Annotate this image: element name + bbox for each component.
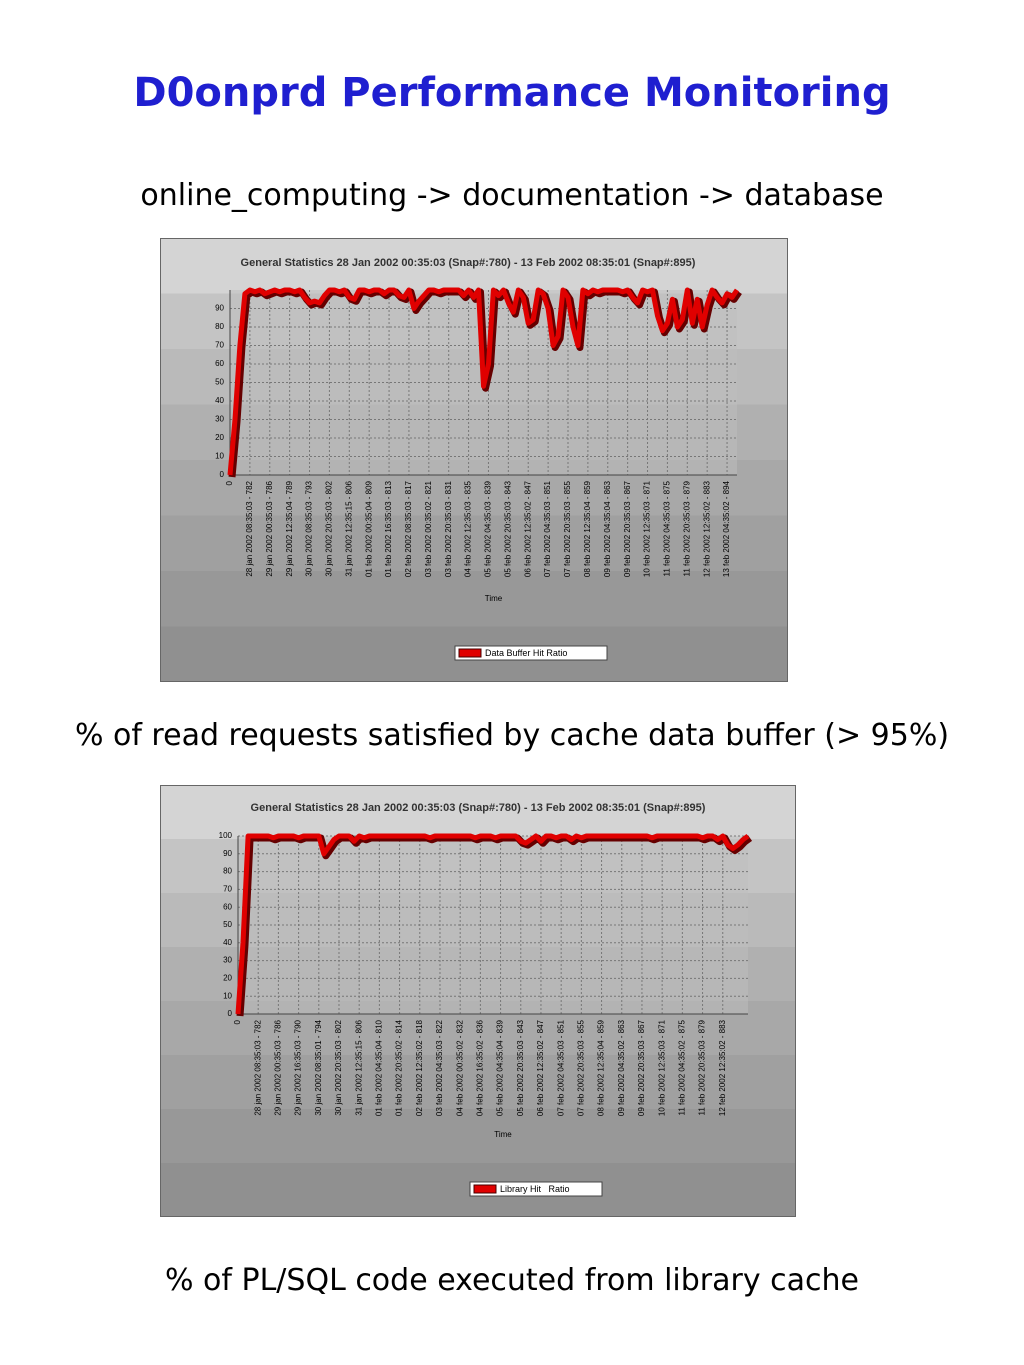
y-tick-label: 70	[223, 885, 232, 894]
legend-label: Data Buffer Hit Ratio	[485, 648, 567, 658]
x-tick-label: 04 feb 2002 16:35:02 - 836	[475, 1019, 484, 1116]
y-tick-label: 0	[228, 1009, 233, 1018]
y-tick-label: 100	[219, 831, 233, 840]
y-tick-label: 20	[223, 974, 232, 983]
y-tick-label: 90	[215, 304, 224, 313]
x-tick-label: 02 feb 2002 08:35:03 - 817	[404, 480, 413, 577]
x-tick-label: 12 feb 2002 12:35:02 - 883	[718, 1019, 727, 1116]
y-tick-label: 50	[215, 378, 224, 387]
x-tick-label: 03 feb 2002 04:35:03 - 822	[435, 1019, 444, 1116]
x-tick-label: 30 jan 2002 20:35:03 - 802	[325, 480, 334, 576]
x-tick-label: 06 feb 2002 12:35:02 - 847	[536, 1019, 545, 1116]
background-band	[160, 238, 788, 295]
y-tick-label: 60	[215, 359, 224, 368]
y-tick-label: 80	[223, 867, 232, 876]
series-line	[227, 287, 740, 476]
y-tick-label: 10	[215, 452, 224, 461]
caption: % of read requests satisfied by cache da…	[74, 718, 950, 753]
series-line	[235, 833, 750, 1015]
legend-swatch	[458, 648, 482, 658]
y-tick-label: 30	[223, 956, 232, 965]
x-tick-label: 0	[225, 480, 234, 485]
background-band	[160, 515, 788, 572]
chart-title: General Statistics 28 Jan 2002 00:35:03 …	[251, 802, 706, 814]
x-tick-label: 01 feb 2002 16:35:03 - 813	[384, 480, 393, 577]
x-axis-title: Time	[485, 594, 503, 603]
legend-swatch	[473, 1184, 497, 1194]
x-tick-label: 29 jan 2002 00:35:03 - 786	[274, 1019, 283, 1115]
x-tick-label: 29 jan 2002 16:35:03 - 790	[294, 1019, 303, 1115]
x-tick-label: 10 feb 2002 12:35:03 - 871	[643, 480, 652, 577]
x-tick-label: 01 feb 2002 04:35:04 - 810	[374, 1019, 383, 1116]
slide-subtitle: online_computing -> documentation -> dat…	[140, 178, 884, 213]
y-tick-label: 10	[223, 991, 232, 1000]
x-tick-label: 06 feb 2002 12:35:02 - 847	[523, 480, 532, 577]
frame	[160, 785, 796, 1217]
x-tick-label: 30 jan 2002 20:35:03 - 802	[334, 1019, 343, 1115]
x-tick-label: 12 feb 2002 12:35:02 - 883	[702, 480, 711, 577]
x-tick-label: 09 feb 2002 20:35:03 - 867	[637, 1019, 646, 1116]
x-tick-label: 0	[233, 1019, 242, 1024]
background-band	[160, 785, 796, 840]
x-tick-label: 07 feb 2002 20:35:03 - 855	[576, 1019, 585, 1116]
x-tick-label: 05 feb 2002 04:35:03 - 839	[484, 480, 493, 577]
x-tick-label: 04 feb 2002 12:35:03 - 835	[464, 480, 473, 577]
x-tick-label: 29 jan 2002 00:35:03 - 786	[265, 480, 274, 576]
x-tick-label: 05 feb 2002 20:35:03 - 843	[503, 480, 512, 577]
x-axis-title: Time	[494, 1130, 512, 1139]
background-band	[160, 1055, 796, 1110]
x-tick-label: 09 feb 2002 20:35:03 - 867	[623, 480, 632, 577]
chart-title: General Statistics 28 Jan 2002 00:35:03 …	[241, 257, 696, 269]
x-tick-label: 11 feb 2002 20:35:03 - 879	[698, 1019, 707, 1115]
legend-box	[454, 645, 608, 661]
x-tick-label: 10 feb 2002 12:35:03 - 871	[657, 1019, 666, 1116]
x-tick-label: 08 feb 2002 12:35:04 - 859	[597, 1019, 606, 1116]
slide-title: D0onprd Performance Monitoring	[133, 70, 891, 116]
legend-label: Library Hit Ratio	[500, 1184, 570, 1194]
x-tick-label: 04 feb 2002 00:35:02 - 832	[455, 1019, 464, 1116]
x-tick-label: 11 feb 2002 04:35:03 - 875	[663, 480, 672, 576]
x-tick-label: 29 jan 2002 12:35:04 - 789	[285, 480, 294, 576]
x-tick-label: 09 feb 2002 04:35:02 - 863	[617, 1019, 626, 1116]
x-tick-label: 13 feb 2002 04:35:02 - 894	[722, 480, 731, 577]
chart: General Statistics 28 Jan 2002 00:35:03 …	[160, 238, 788, 682]
x-tick-label: 09 feb 2002 04:35:04 - 863	[603, 480, 612, 577]
x-tick-label: 31 jan 2002 12:35:15 - 806	[354, 1019, 363, 1115]
x-tick-label: 07 feb 2002 20:35:03 - 855	[563, 480, 572, 577]
x-tick-label: 01 feb 2002 00:35:04 - 809	[364, 480, 373, 577]
frame	[160, 238, 788, 682]
background-band	[160, 1109, 796, 1164]
x-tick-label: 02 feb 2002 12:35:02 - 818	[415, 1019, 424, 1116]
y-tick-label: 40	[223, 938, 232, 947]
x-tick-label: 11 feb 2002 20:35:03 - 879	[682, 480, 691, 576]
y-tick-label: 50	[223, 920, 232, 929]
y-tick-label: 90	[223, 849, 232, 858]
x-tick-label: 03 feb 2002 00:35:02 - 821	[424, 480, 433, 577]
y-tick-label: 30	[215, 415, 224, 424]
x-tick-label: 01 feb 2002 20:35:02 - 814	[395, 1019, 404, 1116]
x-tick-label: 31 jan 2002 12:35:15 - 806	[344, 480, 353, 576]
x-tick-label: 05 feb 2002 04:35:04 - 839	[496, 1019, 505, 1116]
x-tick-label: 03 feb 2002 20:35:03 - 831	[444, 480, 453, 577]
x-tick-label: 07 feb 2002 04:35:03 - 851	[543, 480, 552, 577]
chart: General Statistics 28 Jan 2002 00:35:03 …	[160, 785, 796, 1217]
caption: % of PL/SQL code executed from library c…	[165, 1263, 859, 1298]
legend-box	[469, 1181, 603, 1197]
y-tick-label: 60	[223, 902, 232, 911]
x-tick-label: 28 jan 2002 08:35:03 - 782	[245, 480, 254, 576]
y-tick-label: 20	[215, 433, 224, 442]
y-tick-label: 80	[215, 322, 224, 331]
x-tick-label: 05 feb 2002 20:35:03 - 843	[516, 1019, 525, 1116]
y-tick-label: 40	[215, 396, 224, 405]
x-tick-label: 30 jan 2002 08:35:03 - 793	[305, 480, 314, 576]
x-tick-label: 30 jan 2002 08:35:01 - 794	[314, 1019, 323, 1115]
x-tick-label: 07 feb 2002 04:35:03 - 851	[556, 1019, 565, 1116]
x-tick-label: 11 feb 2002 04:35:02 - 875	[677, 1019, 686, 1115]
y-tick-label: 0	[220, 470, 225, 479]
x-tick-label: 28 jan 2002 08:35:03 - 782	[253, 1019, 262, 1115]
x-tick-label: 08 feb 2002 12:35:04 - 859	[583, 480, 592, 577]
background-band	[160, 571, 788, 628]
y-tick-label: 70	[215, 341, 224, 350]
